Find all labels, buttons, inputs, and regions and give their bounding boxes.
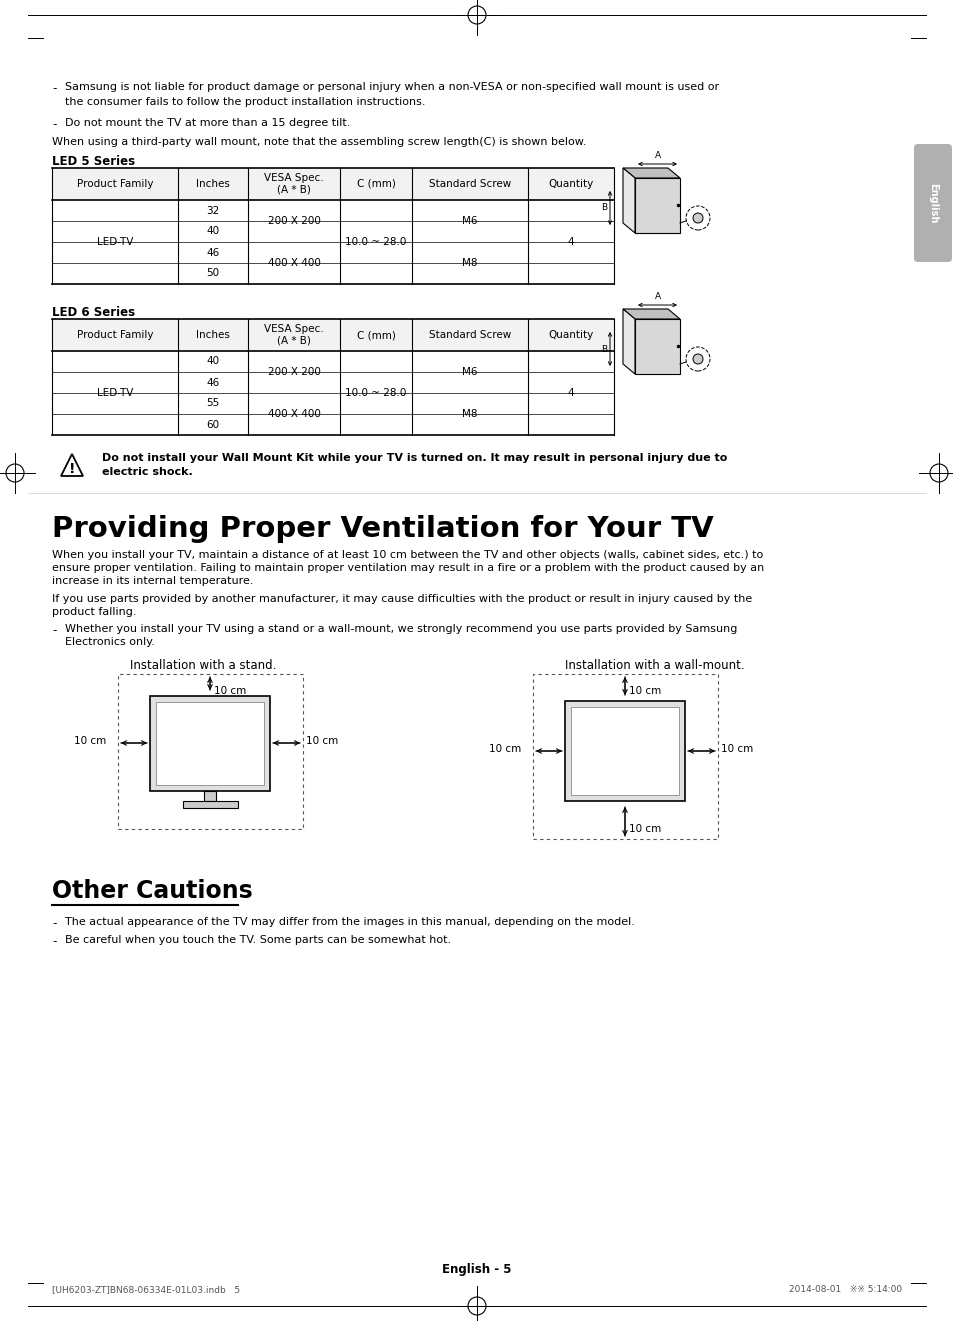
- FancyBboxPatch shape: [913, 144, 951, 262]
- Text: Standard Screw: Standard Screw: [429, 180, 511, 189]
- Text: Product Family: Product Family: [76, 330, 153, 339]
- Text: VESA Spec.
(A * B): VESA Spec. (A * B): [264, 324, 323, 346]
- Text: 4: 4: [567, 388, 574, 398]
- Text: Inches: Inches: [196, 330, 230, 339]
- Circle shape: [692, 354, 702, 365]
- Text: Quantity: Quantity: [548, 180, 593, 189]
- Text: Electronics only.: Electronics only.: [65, 637, 154, 647]
- Text: B: B: [600, 203, 606, 213]
- Text: !: !: [69, 462, 75, 476]
- Text: The actual appearance of the TV may differ from the images in this manual, depen: The actual appearance of the TV may diff…: [65, 917, 634, 927]
- Text: 10.0 ~ 28.0: 10.0 ~ 28.0: [345, 388, 406, 398]
- Text: -: -: [52, 917, 56, 930]
- Text: 200 X 200: 200 X 200: [267, 367, 320, 376]
- Text: English: English: [927, 182, 937, 223]
- Text: 46: 46: [206, 378, 219, 387]
- Text: LED-TV: LED-TV: [96, 236, 133, 247]
- Text: Do not install your Wall Mount Kit while your TV is turned on. It may result in : Do not install your Wall Mount Kit while…: [102, 453, 726, 462]
- Text: Standard Screw: Standard Screw: [429, 330, 511, 339]
- Bar: [183, 801, 237, 808]
- Text: Be careful when you touch the TV. Some parts can be somewhat hot.: Be careful when you touch the TV. Some p…: [65, 935, 451, 945]
- Text: 50: 50: [206, 268, 219, 279]
- Bar: [52, 168, 614, 199]
- Text: 40: 40: [206, 357, 219, 366]
- Polygon shape: [622, 168, 679, 178]
- Text: C (mm): C (mm): [356, 330, 395, 339]
- Text: [UH6203-ZT]BN68-06334E-01L03.indb   5: [UH6203-ZT]BN68-06334E-01L03.indb 5: [52, 1285, 240, 1295]
- Text: Whether you install your TV using a stand or a wall-mount, we strongly recommend: Whether you install your TV using a stan…: [65, 624, 737, 634]
- Text: If you use parts provided by another manufacturer, it may cause difficulties wit: If you use parts provided by another man…: [52, 594, 752, 604]
- Bar: [533, 674, 718, 839]
- Text: A: A: [654, 151, 659, 160]
- Text: the consumer fails to follow the product installation instructions.: the consumer fails to follow the product…: [65, 96, 425, 107]
- Text: 2014-08-01   ※※ 5:14:00: 2014-08-01 ※※ 5:14:00: [788, 1285, 901, 1295]
- Text: -: -: [52, 82, 56, 95]
- Bar: [571, 707, 679, 795]
- Text: electric shock.: electric shock.: [102, 468, 193, 477]
- Text: 10 cm: 10 cm: [489, 744, 520, 754]
- Text: M6: M6: [462, 367, 477, 376]
- Bar: [156, 701, 264, 785]
- Text: 10 cm: 10 cm: [628, 686, 660, 696]
- Text: M8: M8: [462, 258, 477, 268]
- Text: 10 cm: 10 cm: [628, 824, 660, 834]
- Text: product falling.: product falling.: [52, 608, 136, 617]
- Text: LED-TV: LED-TV: [96, 388, 133, 398]
- Text: increase in its internal temperature.: increase in its internal temperature.: [52, 576, 253, 587]
- Text: ensure proper ventilation. Failing to maintain proper ventilation may result in : ensure proper ventilation. Failing to ma…: [52, 563, 763, 573]
- Text: C (mm): C (mm): [356, 180, 395, 189]
- Text: 32: 32: [206, 206, 219, 215]
- Text: When using a third-party wall mount, note that the assembling screw length(C) is: When using a third-party wall mount, not…: [52, 137, 586, 147]
- Text: M6: M6: [462, 217, 477, 226]
- Text: Providing Proper Ventilation for Your TV: Providing Proper Ventilation for Your TV: [52, 515, 713, 543]
- Text: B: B: [600, 345, 606, 354]
- Text: -: -: [52, 935, 56, 948]
- Text: 400 X 400: 400 X 400: [267, 410, 320, 419]
- Circle shape: [692, 213, 702, 223]
- Text: A: A: [654, 292, 659, 301]
- Text: -: -: [52, 624, 56, 637]
- Text: 400 X 400: 400 X 400: [267, 258, 320, 268]
- Bar: [52, 318, 614, 351]
- Bar: [150, 696, 270, 791]
- Text: 55: 55: [206, 399, 219, 408]
- Polygon shape: [622, 168, 635, 232]
- Text: 10 cm: 10 cm: [213, 686, 246, 696]
- Text: Quantity: Quantity: [548, 330, 593, 339]
- Polygon shape: [622, 309, 635, 374]
- Text: 46: 46: [206, 247, 219, 258]
- Text: Samsung is not liable for product damage or personal injury when a non-VESA or n: Samsung is not liable for product damage…: [65, 82, 719, 92]
- Text: Product Family: Product Family: [76, 180, 153, 189]
- Text: Installation with a stand.: Installation with a stand.: [130, 659, 276, 672]
- Text: 60: 60: [206, 420, 219, 429]
- Bar: [118, 674, 303, 830]
- Polygon shape: [622, 309, 679, 318]
- Text: English - 5: English - 5: [442, 1263, 511, 1276]
- Text: LED 6 Series: LED 6 Series: [52, 306, 135, 318]
- Text: -: -: [52, 118, 56, 131]
- Text: Do not mount the TV at more than a 15 degree tilt.: Do not mount the TV at more than a 15 de…: [65, 118, 350, 128]
- Text: Inches: Inches: [196, 180, 230, 189]
- Text: 40: 40: [206, 226, 219, 236]
- Text: 10 cm: 10 cm: [306, 736, 338, 746]
- Text: 4: 4: [567, 236, 574, 247]
- Text: Other Cautions: Other Cautions: [52, 878, 253, 904]
- Bar: [204, 791, 215, 801]
- Text: 10.0 ~ 28.0: 10.0 ~ 28.0: [345, 236, 406, 247]
- Text: Installation with a wall-mount.: Installation with a wall-mount.: [564, 659, 744, 672]
- Text: M8: M8: [462, 410, 477, 419]
- Polygon shape: [635, 318, 679, 374]
- Text: LED 5 Series: LED 5 Series: [52, 155, 135, 168]
- Polygon shape: [635, 178, 679, 232]
- Text: When you install your TV, maintain a distance of at least 10 cm between the TV a: When you install your TV, maintain a dis…: [52, 550, 762, 560]
- Text: VESA Spec.
(A * B): VESA Spec. (A * B): [264, 173, 323, 194]
- Text: 10 cm: 10 cm: [720, 744, 753, 754]
- Text: 200 X 200: 200 X 200: [267, 217, 320, 226]
- Bar: [564, 701, 684, 801]
- Text: 10 cm: 10 cm: [74, 736, 106, 746]
